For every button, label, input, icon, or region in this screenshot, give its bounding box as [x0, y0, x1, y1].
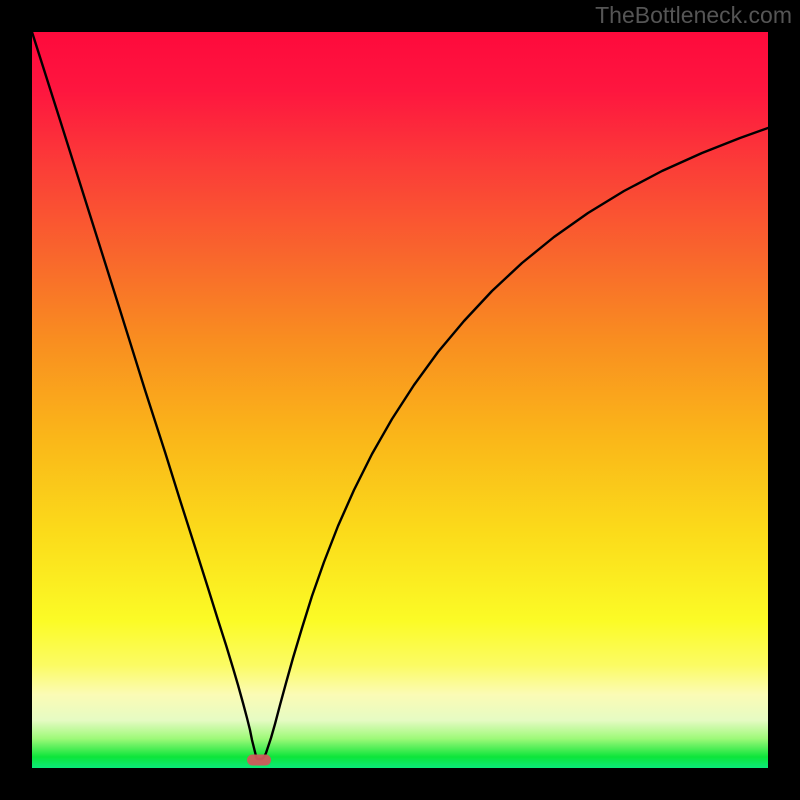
- gradient-background: [32, 32, 768, 768]
- frame-border-bottom: [0, 768, 800, 800]
- chart-container: TheBottleneck.com: [0, 0, 800, 800]
- watermark-text: TheBottleneck.com: [595, 2, 792, 29]
- minimum-marker: [247, 755, 271, 766]
- frame-border-left: [0, 0, 32, 800]
- frame-border-right: [768, 0, 800, 800]
- bottleneck-chart: [0, 0, 800, 800]
